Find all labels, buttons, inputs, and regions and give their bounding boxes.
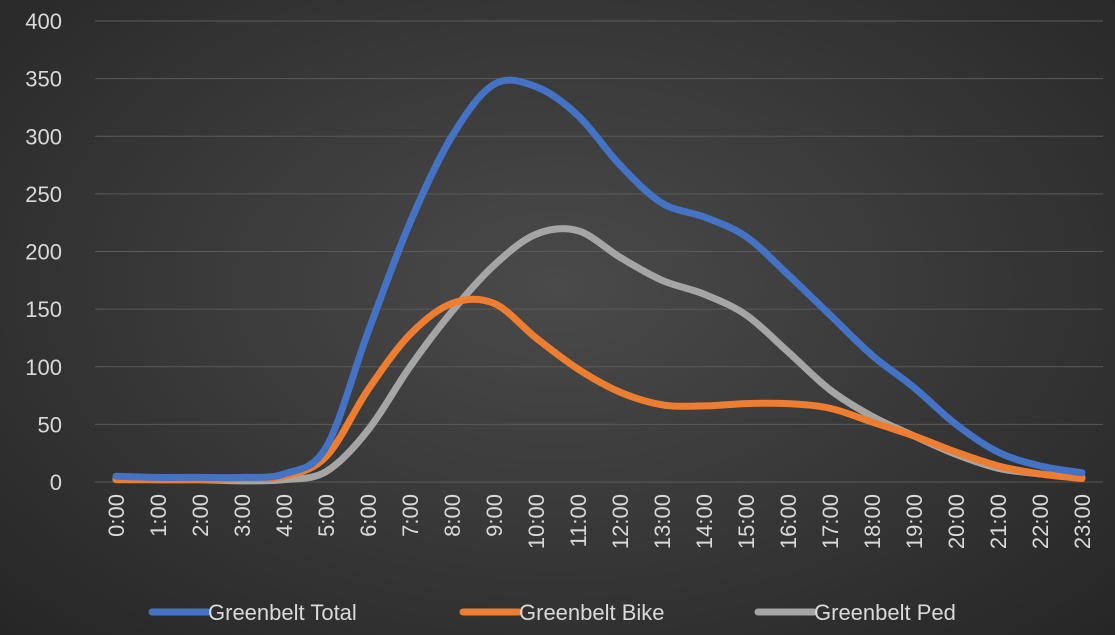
x-tick-label: 21:00: [986, 494, 1011, 549]
x-tick-label: 5:00: [314, 494, 339, 537]
x-tick-label: 15:00: [734, 494, 759, 549]
y-tick-label: 400: [25, 9, 62, 34]
x-tick-label: 20:00: [944, 494, 969, 549]
x-tick-label: 12:00: [608, 494, 633, 549]
x-tick-label: 2:00: [188, 494, 213, 537]
x-tick-label: 0:00: [104, 494, 129, 537]
x-tick-label: 23:00: [1070, 494, 1095, 549]
legend-label-greenbelt-bike: Greenbelt Bike: [519, 600, 665, 625]
x-tick-label: 11:00: [566, 494, 591, 547]
x-tick-label: 18:00: [860, 494, 885, 549]
x-tick-label: 4:00: [272, 494, 297, 537]
series-line-greenbelt-total: [112, 76, 1086, 482]
y-tick-label: 150: [25, 297, 62, 322]
x-tick-label: 19:00: [902, 494, 927, 549]
x-tick-label: 17:00: [818, 494, 843, 549]
y-tick-label: 350: [25, 67, 62, 92]
x-tick-label: 22:00: [1028, 494, 1053, 549]
series-line-greenbelt-bike: [112, 295, 1086, 484]
y-tick-label: 0: [50, 470, 62, 495]
x-tick-label: 8:00: [440, 494, 465, 537]
x-tick-label: 9:00: [482, 494, 507, 537]
y-axis-tick-labels: 0 50 100 150 200 250 300 350 400: [25, 9, 62, 495]
x-tick-label: 13:00: [650, 494, 675, 549]
y-tick-label: 200: [25, 240, 62, 265]
y-tick-label: 100: [25, 355, 62, 380]
legend-label-greenbelt-total: Greenbelt Total: [208, 600, 357, 625]
y-tick-label: 50: [38, 412, 62, 437]
x-tick-label: 6:00: [356, 494, 381, 537]
x-tick-label: 3:00: [230, 494, 255, 537]
x-tick-label: 7:00: [398, 494, 423, 537]
gridlines: [95, 20, 1103, 483]
y-tick-label: 300: [25, 124, 62, 149]
x-tick-label: 1:00: [146, 494, 171, 537]
y-tick-label: 250: [25, 182, 62, 207]
legend-label-greenbelt-ped: Greenbelt Ped: [814, 600, 956, 625]
x-tick-label: 14:00: [692, 494, 717, 549]
legend: Greenbelt Total Greenbelt Bike Greenbelt P…: [148, 600, 956, 625]
x-tick-label: 10:00: [524, 494, 549, 549]
x-axis-tick-labels: 0:00 1:00 2:00 3:00 4:00 5:00 6:00 7:00 8:00 9:00…: [104, 494, 1095, 549]
series-lines: [112, 76, 1086, 485]
x-tick-label: 16:00: [776, 494, 801, 549]
